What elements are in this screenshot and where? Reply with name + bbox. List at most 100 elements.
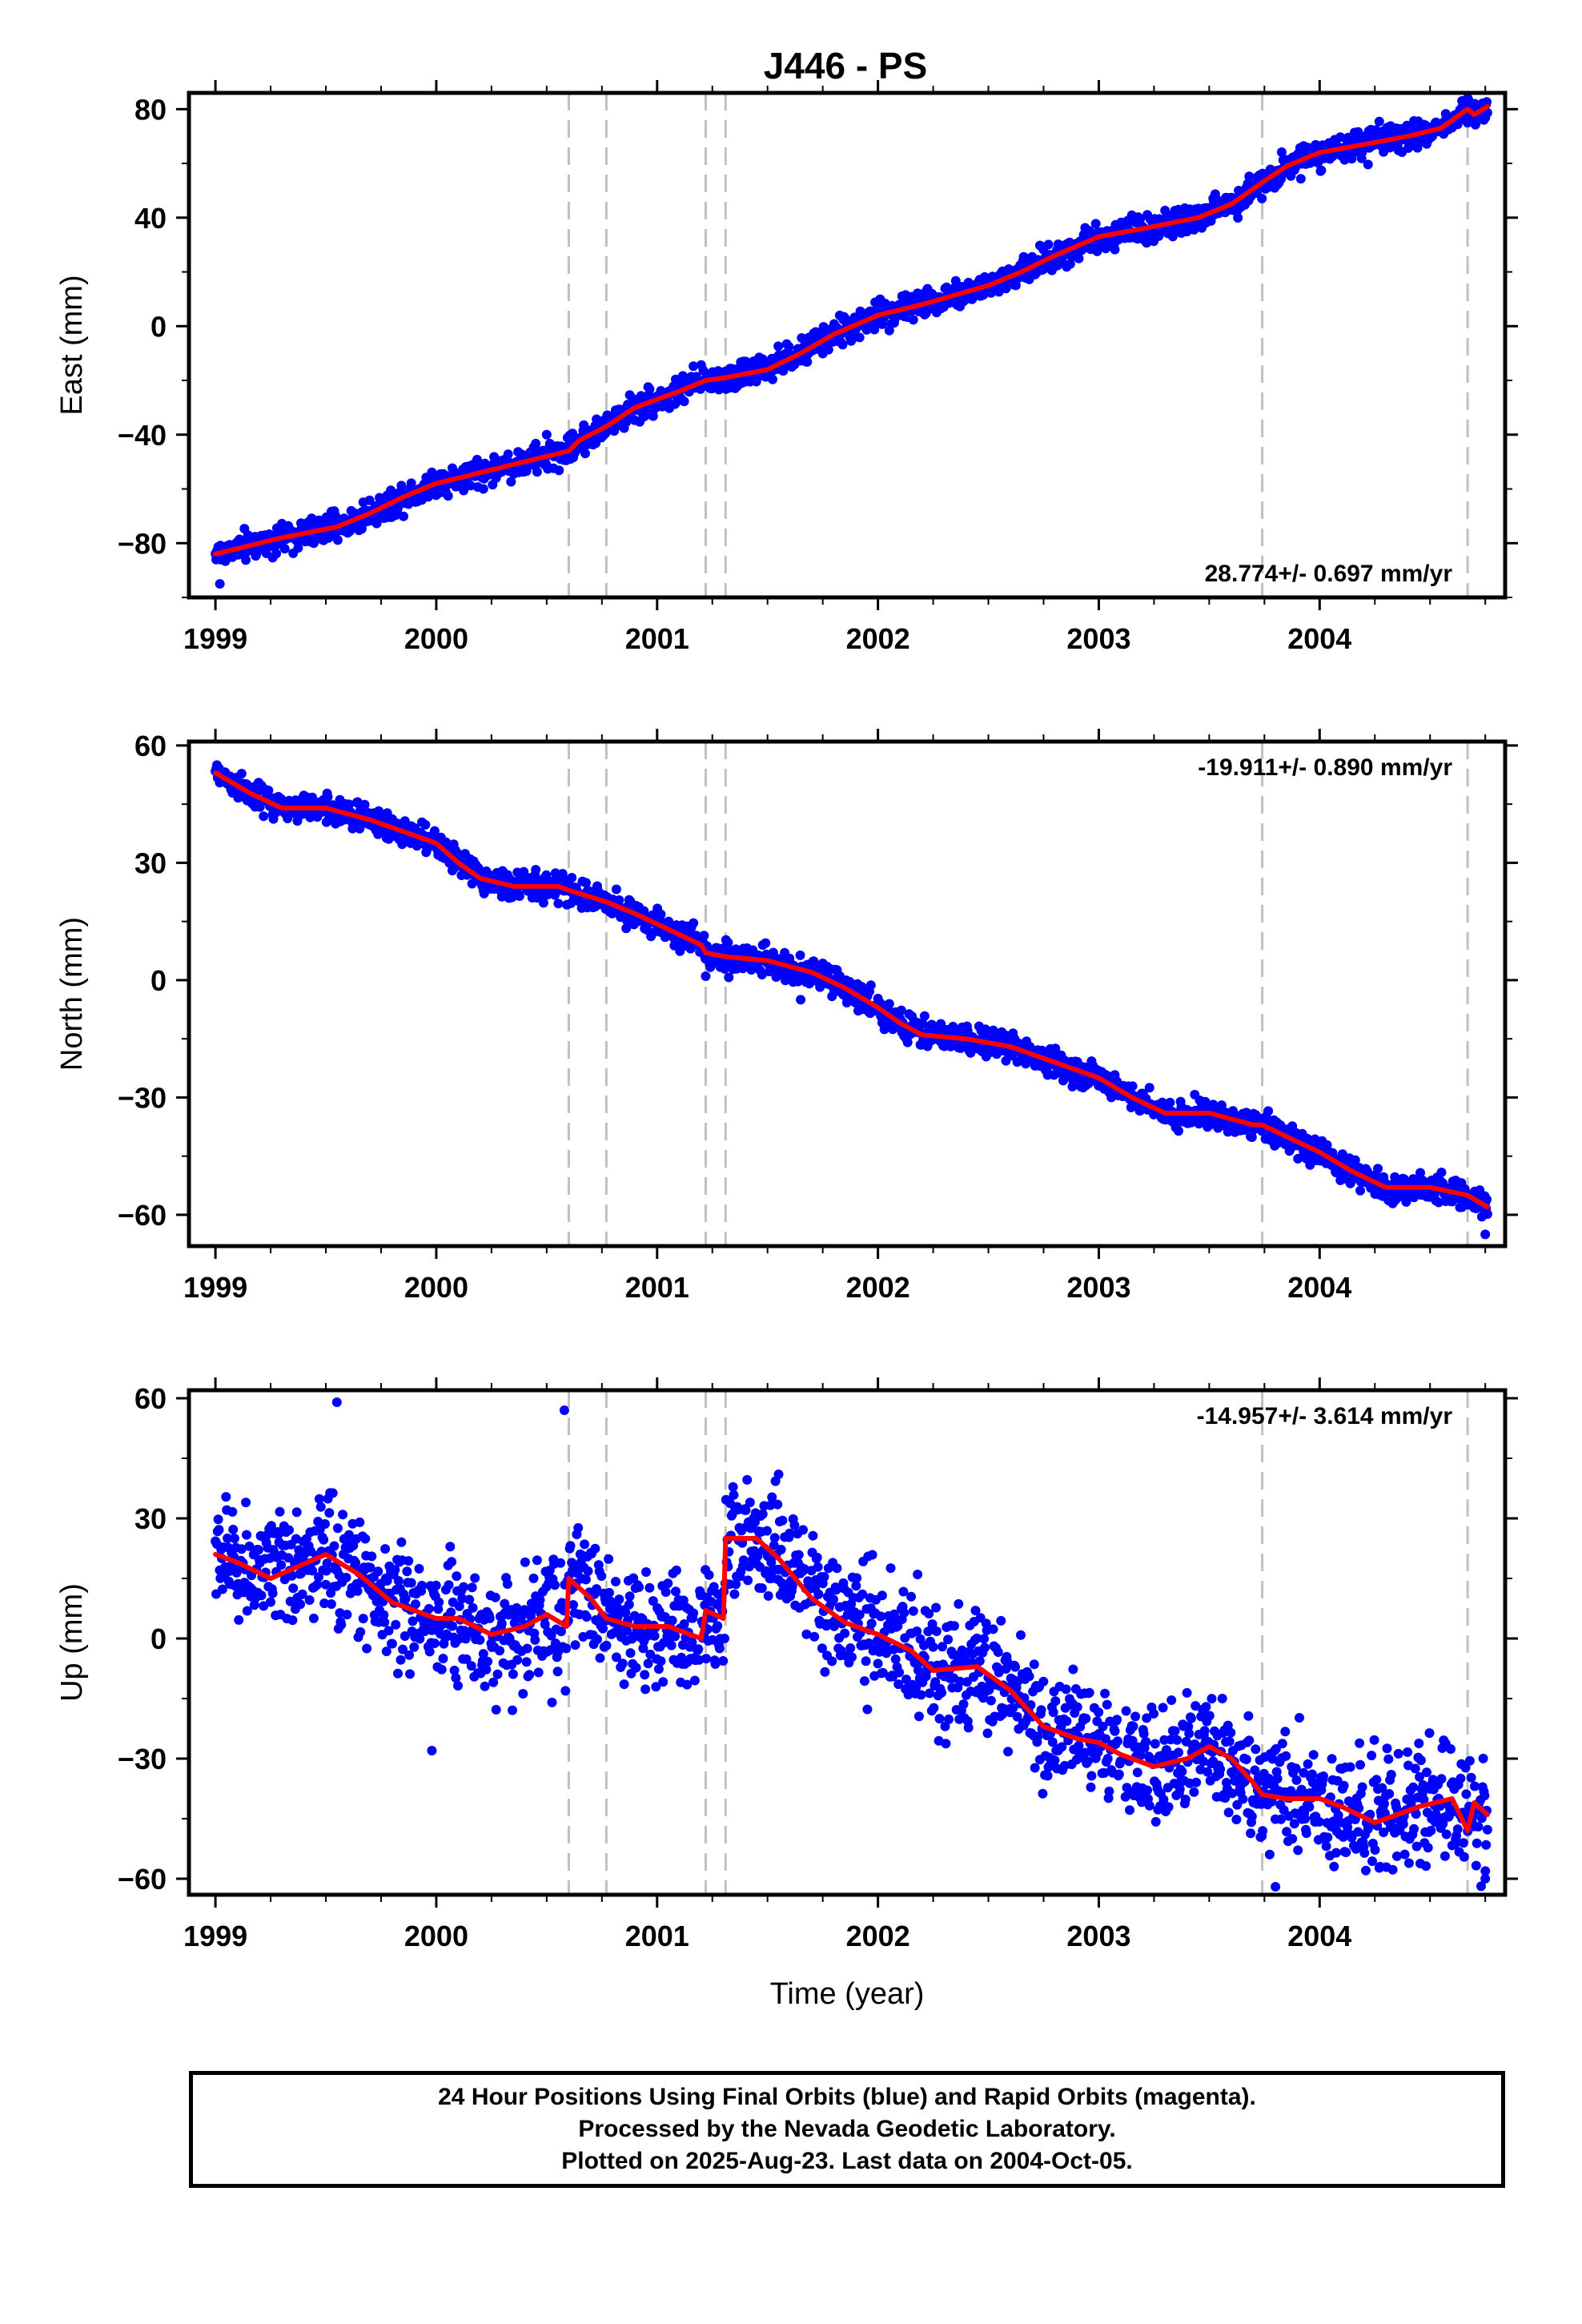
data-point [565, 1541, 576, 1551]
data-point [682, 1679, 693, 1690]
data-point [436, 1664, 447, 1675]
data-point [409, 1642, 420, 1652]
data-point [1401, 1196, 1411, 1207]
data-point [769, 1533, 780, 1543]
x-tick-label: 2002 [846, 1271, 910, 1304]
data-point [512, 1655, 523, 1665]
data-point [793, 1550, 804, 1560]
data-point [547, 1697, 557, 1707]
data-point [590, 1543, 600, 1554]
data-point [307, 1566, 318, 1576]
data-point [765, 1500, 776, 1510]
data-point [531, 438, 541, 448]
data-point [1415, 1168, 1425, 1178]
data-point [1090, 219, 1101, 229]
data-point [288, 1583, 299, 1594]
data-point [520, 1605, 529, 1615]
data-point [414, 1563, 424, 1574]
data-point [320, 1519, 330, 1529]
data-point [729, 1589, 740, 1599]
data-point [906, 1591, 917, 1602]
data-point [644, 1582, 655, 1593]
data-point [982, 1728, 993, 1739]
data-point [319, 1534, 329, 1545]
data-point [972, 1633, 982, 1643]
data-point [663, 1578, 673, 1589]
data-point [731, 1579, 741, 1590]
data-point [444, 1580, 454, 1590]
data-point [545, 1645, 556, 1655]
data-point [689, 918, 699, 928]
data-point [400, 1631, 410, 1641]
data-point [382, 1575, 392, 1586]
data-point [723, 938, 733, 947]
data-point [393, 1576, 404, 1586]
data-point [787, 1581, 797, 1591]
data-point [675, 946, 685, 956]
data-point [445, 1542, 456, 1552]
data-point [802, 356, 813, 367]
data-point [831, 1585, 841, 1595]
data-point [399, 511, 408, 521]
data-point [631, 1663, 641, 1673]
data-point [596, 1571, 607, 1581]
data-point [653, 1664, 664, 1675]
data-point [988, 1624, 998, 1634]
data-point [661, 1587, 671, 1597]
data-point [620, 1607, 631, 1618]
data-point [478, 484, 488, 494]
outlier-point [1050, 261, 1060, 271]
data-point [873, 1659, 883, 1669]
data-point [408, 1616, 418, 1626]
data-point [1373, 1164, 1383, 1174]
data-point [710, 1659, 721, 1669]
data-point [986, 1695, 996, 1706]
data-point [930, 1677, 941, 1687]
data-point [937, 1687, 947, 1698]
data-point [621, 923, 632, 934]
data-point [227, 1506, 238, 1517]
data-point [753, 1551, 763, 1561]
x-tick-label: 2004 [1287, 1271, 1351, 1304]
data-point [532, 1555, 542, 1566]
data-point [713, 1621, 723, 1631]
data-point [1263, 1106, 1274, 1116]
data-point [242, 1606, 252, 1616]
data-point [901, 1675, 911, 1685]
data-point [934, 1714, 945, 1724]
data-point [1374, 116, 1384, 127]
data-point [861, 324, 872, 335]
data-point [341, 1572, 351, 1582]
data-point [1047, 1737, 1058, 1747]
data-point [923, 1626, 934, 1637]
data-point [284, 1525, 294, 1535]
data-point [580, 1539, 590, 1550]
data-point [1316, 165, 1327, 175]
data-point [801, 1629, 812, 1639]
data-point [718, 1656, 729, 1666]
data-point [1050, 1755, 1060, 1766]
data-point [1048, 1707, 1058, 1718]
data-point [319, 1598, 330, 1609]
data-point [528, 1573, 539, 1583]
data-point [667, 1615, 677, 1626]
data-point [687, 1637, 697, 1647]
data-point [881, 1648, 892, 1659]
data-point [326, 1599, 336, 1609]
data-point [714, 1643, 725, 1654]
data-point [287, 1570, 297, 1581]
data-point [259, 1601, 269, 1611]
data-point [383, 1626, 394, 1636]
data-point [404, 1556, 414, 1566]
x-tick-label: 2003 [1066, 1271, 1130, 1304]
data-point [492, 1669, 503, 1679]
x-tick-label: 2003 [1066, 622, 1130, 655]
data-point [851, 1581, 861, 1591]
data-point [580, 878, 591, 888]
data-point [1050, 1696, 1061, 1707]
data-point [604, 1554, 614, 1564]
data-point [293, 543, 303, 553]
data-point [766, 1557, 777, 1567]
data-point [950, 275, 961, 286]
data-point [789, 1520, 800, 1530]
